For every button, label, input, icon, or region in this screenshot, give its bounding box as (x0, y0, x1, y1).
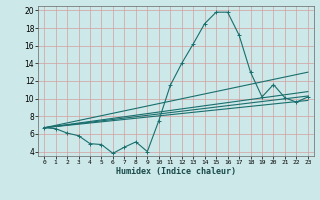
X-axis label: Humidex (Indice chaleur): Humidex (Indice chaleur) (116, 167, 236, 176)
